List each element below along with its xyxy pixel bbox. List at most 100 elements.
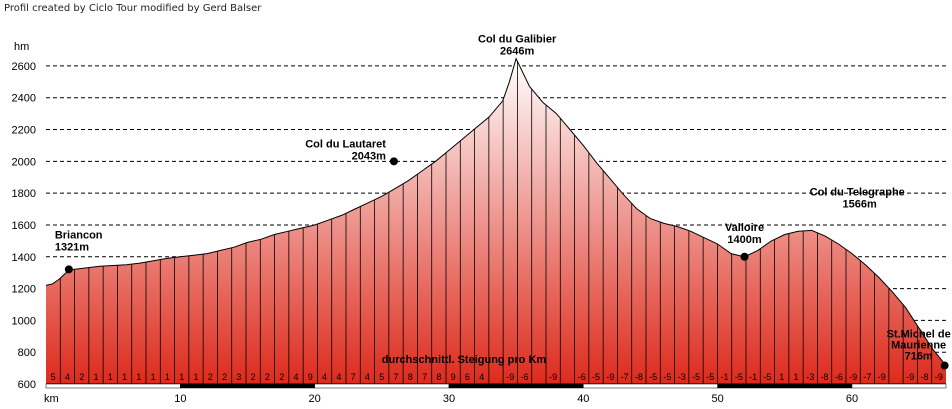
gradient-value: -6 — [521, 372, 529, 382]
marker-label: Col du Telegraphe — [810, 186, 905, 198]
gradient-value: -9 — [935, 372, 943, 382]
gradient-value: 4 — [479, 372, 484, 382]
gradient-value: -1 — [721, 372, 729, 382]
gradient-value: 1 — [151, 372, 156, 382]
gradient-value: 1 — [193, 372, 198, 382]
scale-segment — [583, 383, 718, 389]
gradient-value: -7 — [863, 372, 871, 382]
gradient-value: -5 — [592, 372, 600, 382]
gradient-value: -8 — [821, 372, 829, 382]
x-tick-label: 60 — [846, 393, 858, 405]
marker-label: Briancon — [55, 229, 103, 241]
gradient-value: -6 — [578, 372, 586, 382]
gradient-value: -9 — [506, 372, 514, 382]
gradient-value: -8 — [921, 372, 929, 382]
marker-value: 2043m — [352, 150, 386, 162]
gradient-value: 1 — [793, 372, 798, 382]
scale-segment — [851, 383, 947, 389]
elevation-area — [46, 58, 946, 384]
marker-label: Col du Lautaret — [305, 138, 386, 150]
gradient-value: -5 — [692, 372, 700, 382]
gradient-value: 1 — [136, 372, 141, 382]
gradient-value: 4 — [322, 372, 327, 382]
scale-segment — [180, 383, 315, 389]
marker-label: Col du Galibier — [478, 34, 557, 46]
marker-value: 1400m — [727, 234, 761, 246]
gradient-value: 1 — [779, 372, 784, 382]
y-tick-label: 1000 — [12, 315, 36, 327]
gradient-caption: durchschnittl. Steigung pro Km — [382, 354, 547, 366]
gradient-value: 9 — [451, 372, 456, 382]
gradient-value: 4 — [65, 372, 70, 382]
gradient-value: 1 — [179, 372, 184, 382]
scale-segment — [45, 383, 181, 389]
gradient-value: -3 — [678, 372, 686, 382]
axes: 6008001000120014001600180020002200240026… — [12, 41, 947, 405]
gradient-value: -5 — [763, 372, 771, 382]
y-tick-label: 2200 — [12, 125, 36, 137]
gradient-value: 7 — [351, 372, 356, 382]
x-axis-label: km — [44, 393, 59, 405]
x-tick-label: 20 — [309, 393, 321, 405]
gradient-value: 2 — [222, 372, 227, 382]
y-tick-label: 600 — [18, 379, 36, 391]
gradient-value: 4 — [336, 372, 341, 382]
y-tick-label: 1400 — [12, 252, 36, 264]
y-tick-label: 2400 — [12, 93, 36, 105]
marker-label: St.Michel de — [887, 329, 951, 341]
y-axis-label: hm — [14, 41, 29, 53]
gradient-row: 5 4 2 1 1 1 1 1 1 1 1 2 2 3 2 2 2 4 9 4 4 7 4 5 7 8 7 8 9 6 4 -9 -6 -9 -6-… — [51, 372, 943, 382]
gradient-value: 4 — [365, 372, 370, 382]
marker-label: Maurienne — [891, 340, 946, 352]
gradient-value: 1 — [93, 372, 98, 382]
x-tick-label: 30 — [443, 393, 455, 405]
gradient-value: 1 — [108, 372, 113, 382]
gradient-value: 1 — [122, 372, 127, 382]
x-tick-label: 40 — [577, 393, 589, 405]
gradient-value: -7 — [621, 372, 629, 382]
marker-value: 716m — [905, 351, 933, 363]
gradient-value: 5 — [379, 372, 384, 382]
gradient-value: -8 — [635, 372, 643, 382]
gradient-value: -1 — [749, 372, 757, 382]
x-tick-label: 10 — [174, 393, 186, 405]
marker-dot — [740, 252, 749, 261]
scale-segment — [717, 383, 853, 389]
gradient-value: 1 — [165, 372, 170, 382]
gradient-value: 9 — [308, 372, 313, 382]
scale-segment — [448, 383, 584, 389]
gradient-value: 2 — [265, 372, 270, 382]
elevation-line — [45, 57, 947, 366]
gradient-value: 8 — [408, 372, 413, 382]
y-tick-label: 800 — [18, 347, 36, 359]
gradient-value: -9 — [606, 372, 614, 382]
gradient-value: -5 — [663, 372, 671, 382]
marker-value: 1321m — [55, 241, 89, 253]
gradient-value: -5 — [649, 372, 657, 382]
y-tick-label: 2600 — [12, 61, 36, 73]
y-tick-label: 1800 — [12, 188, 36, 200]
y-tick-label: 2000 — [12, 156, 36, 168]
marker-value: 2646m — [500, 46, 534, 58]
gradient-value: 7 — [393, 372, 398, 382]
gradient-value: 2 — [251, 372, 256, 382]
marker-label: Valloire — [725, 222, 764, 234]
gradient-value: 2 — [279, 372, 284, 382]
gradient-value: -3 — [806, 372, 814, 382]
y-tick-label: 1600 — [12, 220, 36, 232]
gradient-value: 7 — [422, 372, 427, 382]
y-tick-label: 1200 — [12, 284, 36, 296]
marker-dot — [64, 265, 73, 274]
gradient-value: 6 — [465, 372, 470, 382]
marker-value: 1566m — [843, 198, 877, 210]
gradient-value: 2 — [79, 372, 84, 382]
gradient-value: 3 — [236, 372, 241, 382]
gradient-value: 4 — [293, 372, 298, 382]
gradient-value: 2 — [208, 372, 213, 382]
credit-text: Profil created by Ciclo Tour modified by… — [4, 3, 262, 14]
gradient-value: 8 — [436, 372, 441, 382]
marker-dot — [940, 361, 949, 370]
marker-dot — [389, 157, 398, 166]
